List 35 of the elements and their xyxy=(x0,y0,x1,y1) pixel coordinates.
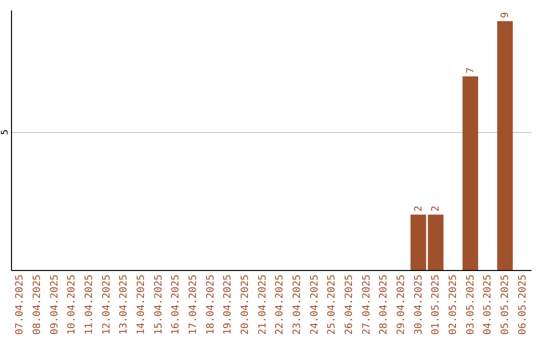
x-tick-label: 11.04.2025 xyxy=(84,274,95,335)
x-tick-label: 19.04.2025 xyxy=(222,274,234,335)
x-tick-label: 05.05.2025 xyxy=(500,274,511,335)
x-tick-label: 15.04.2025 xyxy=(153,274,164,335)
data-label: 2 xyxy=(413,206,424,212)
x-tick-label: 30.04.2025 xyxy=(413,274,424,335)
x-tick-label: 02.05.2025 xyxy=(448,274,459,335)
x-tick-label: 10.04.2025 xyxy=(66,274,78,335)
y-tick-label: 5 xyxy=(0,129,10,135)
data-label: 7 xyxy=(465,67,476,74)
x-tick-label: 23.04.2025 xyxy=(292,274,303,335)
x-tick-label: 18.04.2025 xyxy=(205,274,216,335)
x-tick-label: 12.04.2025 xyxy=(101,274,112,335)
data-label: 2 xyxy=(430,206,442,212)
x-tick-label: 21.04.2025 xyxy=(257,274,268,335)
x-tick-label: 22.04.2025 xyxy=(274,274,286,335)
x-tick-label: 25.04.2025 xyxy=(326,274,338,335)
x-tick-label: 03.05.2025 xyxy=(465,274,476,335)
x-tick-label: 17.04.2025 xyxy=(188,274,199,335)
x-tick-label: 29.04.2025 xyxy=(396,274,407,335)
x-tick-label: 09.04.2025 xyxy=(49,274,60,335)
x-tick-label: 27.04.2025 xyxy=(361,274,372,335)
x-tick-label: 20.04.2025 xyxy=(240,274,251,335)
x-tick-label: 24.04.2025 xyxy=(309,274,320,335)
x-tick-label: 13.04.2025 xyxy=(118,274,130,335)
x-tick-label: 01.05.2025 xyxy=(430,274,442,335)
data-label: 9 xyxy=(500,12,511,18)
x-tick-label: 06.05.2025 xyxy=(517,274,528,335)
x-tick-label: 07.04.2025 xyxy=(14,274,26,335)
x-tick-label: 28.04.2025 xyxy=(378,274,390,335)
x-tick-label: 14.04.2025 xyxy=(136,274,147,335)
x-tick-label: 16.04.2025 xyxy=(170,274,182,335)
x-tick-label: 08.04.2025 xyxy=(32,274,43,335)
x-tick-label: 26.04.2025 xyxy=(344,274,355,335)
x-tick-label: 04.05.2025 xyxy=(482,274,494,335)
